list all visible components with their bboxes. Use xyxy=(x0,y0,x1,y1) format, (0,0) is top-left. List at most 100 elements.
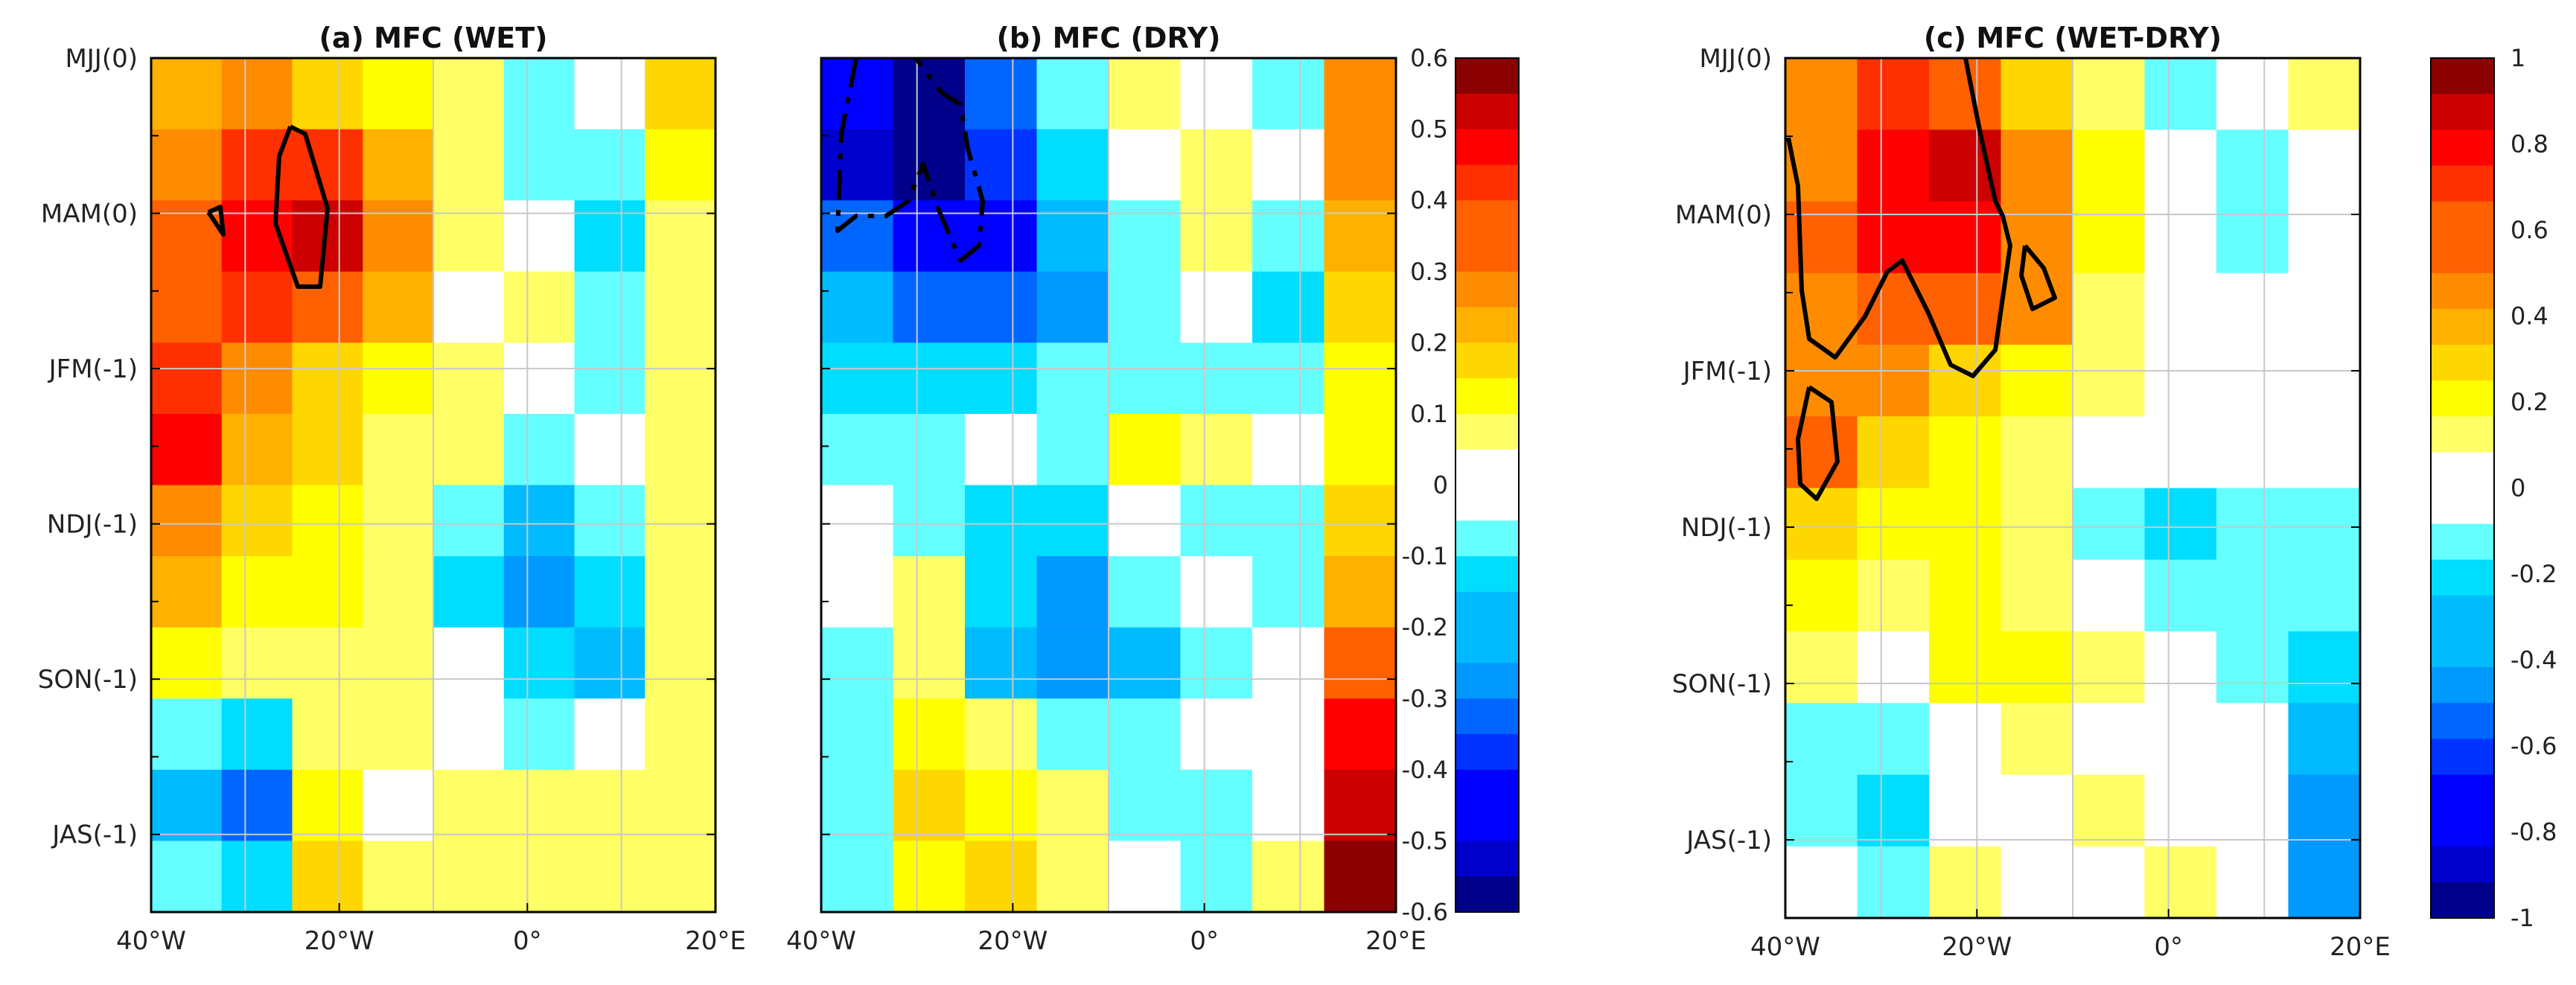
heat-cell xyxy=(363,769,434,842)
heat-cell xyxy=(2216,201,2289,274)
heat-cell xyxy=(1109,342,1182,415)
heat-cell xyxy=(292,342,363,415)
heat-cell xyxy=(2000,631,2073,704)
heat-cell xyxy=(221,485,293,557)
heat-cell xyxy=(292,129,363,201)
heat-cell xyxy=(292,58,363,130)
heat-cell xyxy=(821,413,894,486)
colorbar-swatch xyxy=(1456,663,1519,699)
heat-cell xyxy=(503,841,576,913)
colorbar-tick-label: -0.1 xyxy=(1402,542,1448,570)
heat-cell xyxy=(2144,58,2217,130)
colorbar-swatch xyxy=(1456,413,1519,450)
heat-cell xyxy=(1857,846,1930,919)
y-tick-label: JAS(-1) xyxy=(51,820,138,850)
colorbar-swatch xyxy=(2431,94,2494,130)
heat-cell xyxy=(221,271,293,343)
axes-frame xyxy=(820,57,1397,914)
axes-frame xyxy=(150,57,717,914)
heat-cell xyxy=(574,129,645,201)
colorbar-swatch xyxy=(1456,165,1519,201)
colorbar-swatch xyxy=(1456,200,1519,237)
heat-cell xyxy=(1109,271,1182,343)
heat-cell xyxy=(2073,58,2146,130)
colorbar-swatch xyxy=(2431,774,2494,812)
heat-cell xyxy=(645,129,716,201)
colorbar-swatch xyxy=(2431,308,2494,345)
heat-cell xyxy=(965,271,1038,343)
heat-cell xyxy=(151,342,223,415)
heat-cell xyxy=(1929,631,2002,704)
heat-cell xyxy=(893,485,966,557)
heat-cell xyxy=(151,58,223,130)
heat-cell xyxy=(2216,774,2289,847)
y-tick-label: SON(-1) xyxy=(38,665,138,695)
heat-cell xyxy=(221,342,293,415)
heat-cell xyxy=(1929,58,2002,130)
heat-cell xyxy=(221,698,293,771)
colorbar-1: 0.6 0.5 0.4 0.3 0.2 0.1 0 -0.1 -0.2 -0.3 -0.4 -0.5 -… xyxy=(1402,44,1520,926)
heat-cell xyxy=(503,556,576,628)
heat-cell xyxy=(645,413,716,486)
heat-cell xyxy=(2144,416,2217,489)
heat-cell xyxy=(1036,271,1109,343)
heat-cell xyxy=(1109,698,1182,771)
heat-cell xyxy=(503,342,576,415)
heat-cell xyxy=(821,129,894,201)
colorbar-swatch xyxy=(2431,631,2494,668)
heat-cell xyxy=(363,58,434,130)
heat-cell xyxy=(965,342,1038,415)
heat-cell xyxy=(1324,698,1397,771)
heat-cell xyxy=(2288,631,2361,704)
colorbar-swatch xyxy=(2431,846,2494,883)
heat-cell xyxy=(221,841,293,913)
colorbar-2: 1 0.8 0.6 0.4 0.2 0 -0.2 -0.4 -0.6 -0.8 -1 xyxy=(2430,44,2557,932)
colorbar-tick-label: 0.2 xyxy=(1410,328,1448,357)
heat-cell xyxy=(433,129,505,201)
heat-cell xyxy=(503,769,576,842)
heat-cell xyxy=(2216,846,2289,919)
heat-cell xyxy=(1324,769,1397,842)
heat-cell xyxy=(965,58,1038,130)
colorbar-tick-label: -0.4 xyxy=(1402,756,1448,784)
heat-cell xyxy=(2073,416,2146,489)
heat-cell xyxy=(965,129,1038,201)
heat-cell xyxy=(1109,413,1182,486)
heat-cell xyxy=(363,485,434,557)
heat-cell xyxy=(433,698,505,771)
heat-cell xyxy=(1324,271,1397,343)
heat-cell xyxy=(893,129,966,201)
colorbar-swatch xyxy=(2431,165,2494,203)
heat-cell xyxy=(1180,271,1253,343)
x-tick-label: 20°W xyxy=(305,926,374,956)
heat-cell xyxy=(2000,416,2073,489)
heat-cell xyxy=(1785,559,1858,632)
panel-title: (c) MFC (WET-DRY) xyxy=(1924,22,2222,54)
heat-cell xyxy=(433,413,505,486)
x-tick-label: 40°W xyxy=(786,926,856,956)
heat-cell xyxy=(1036,58,1109,130)
contour-a-main xyxy=(273,124,330,289)
heat-cell xyxy=(821,271,894,343)
contour-a-small xyxy=(206,205,226,237)
heat-cell xyxy=(1929,703,2002,776)
heat-cell xyxy=(433,271,505,343)
colorbar-swatch xyxy=(2431,595,2494,632)
heat-cell xyxy=(2288,130,2361,203)
x-tick-label: 0° xyxy=(513,926,542,956)
heat-cell xyxy=(2073,130,2146,203)
heat-cell xyxy=(1324,342,1397,415)
heat-cell xyxy=(645,556,716,628)
x-tick-label: 20°W xyxy=(978,926,1048,956)
heat-cell xyxy=(2000,774,2073,847)
heat-cell xyxy=(1785,416,1858,489)
heat-cell xyxy=(821,342,894,415)
heat-cell xyxy=(433,769,505,842)
heat-cell xyxy=(821,556,894,628)
y-tick-label: JFM(-1) xyxy=(48,354,138,384)
heat-cell xyxy=(574,841,645,913)
heat-cell xyxy=(1785,774,1858,847)
y-tick-label: MAM(0) xyxy=(1675,200,1772,230)
heat-cell xyxy=(1180,485,1253,557)
